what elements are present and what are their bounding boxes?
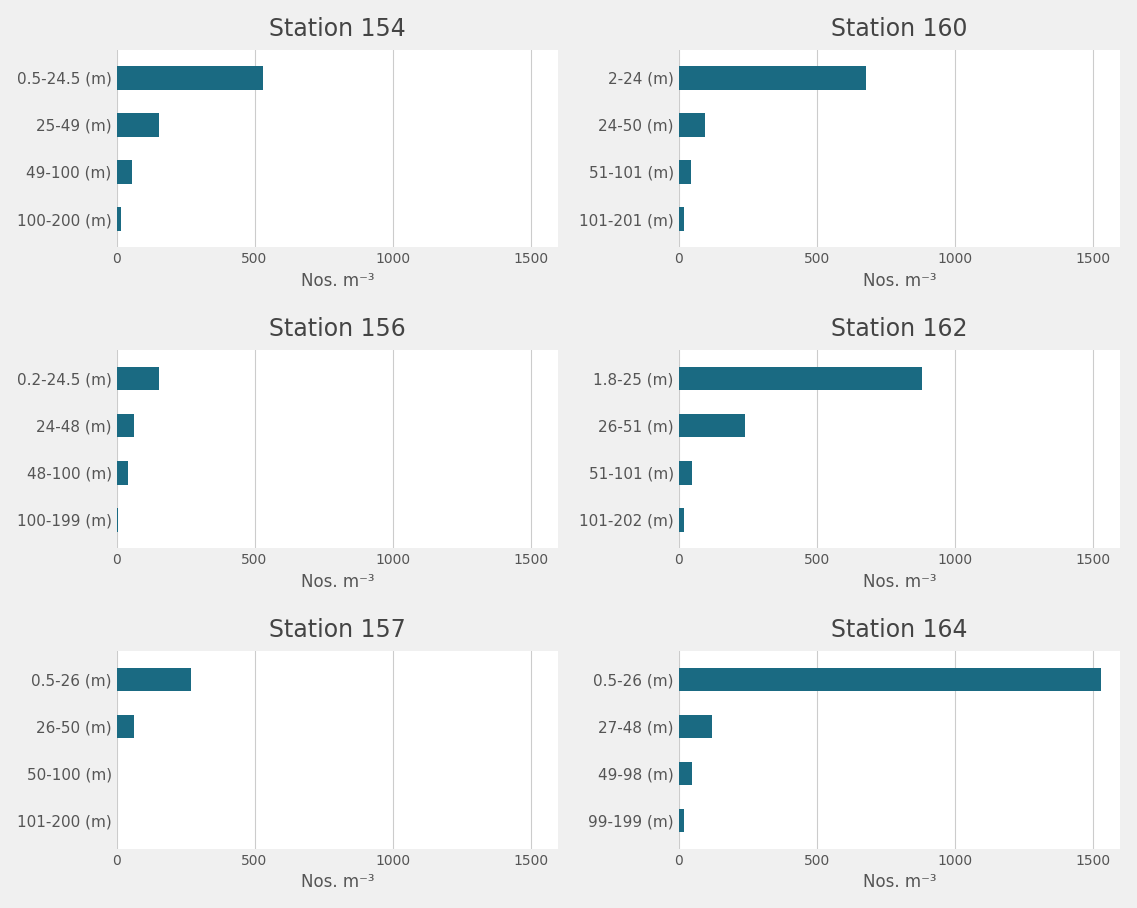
Bar — [679, 461, 692, 485]
Bar — [116, 114, 159, 136]
Bar — [116, 66, 263, 90]
Bar — [116, 461, 128, 485]
Bar — [679, 367, 922, 390]
X-axis label: Nos. m⁻³: Nos. m⁻³ — [300, 573, 374, 590]
Title: Station 156: Station 156 — [269, 318, 406, 341]
X-axis label: Nos. m⁻³: Nos. m⁻³ — [863, 573, 936, 590]
Bar — [679, 667, 1101, 691]
Bar — [679, 207, 683, 231]
Title: Station 160: Station 160 — [831, 16, 968, 41]
Title: Station 164: Station 164 — [831, 618, 968, 642]
Bar — [679, 715, 712, 738]
Bar — [116, 414, 134, 438]
Bar — [116, 367, 159, 390]
Bar — [679, 114, 705, 136]
X-axis label: Nos. m⁻³: Nos. m⁻³ — [863, 271, 936, 290]
Title: Station 157: Station 157 — [269, 618, 406, 642]
Title: Station 154: Station 154 — [269, 16, 406, 41]
Bar — [116, 508, 118, 531]
Bar — [679, 508, 683, 531]
Bar — [679, 160, 691, 183]
X-axis label: Nos. m⁻³: Nos. m⁻³ — [300, 271, 374, 290]
Bar — [116, 715, 134, 738]
Bar — [679, 809, 683, 833]
Bar — [116, 207, 122, 231]
X-axis label: Nos. m⁻³: Nos. m⁻³ — [863, 873, 936, 892]
Bar — [679, 414, 745, 438]
Bar — [679, 66, 866, 90]
X-axis label: Nos. m⁻³: Nos. m⁻³ — [300, 873, 374, 892]
Bar — [116, 160, 132, 183]
Bar — [679, 762, 692, 785]
Bar — [116, 667, 191, 691]
Title: Station 162: Station 162 — [831, 318, 968, 341]
